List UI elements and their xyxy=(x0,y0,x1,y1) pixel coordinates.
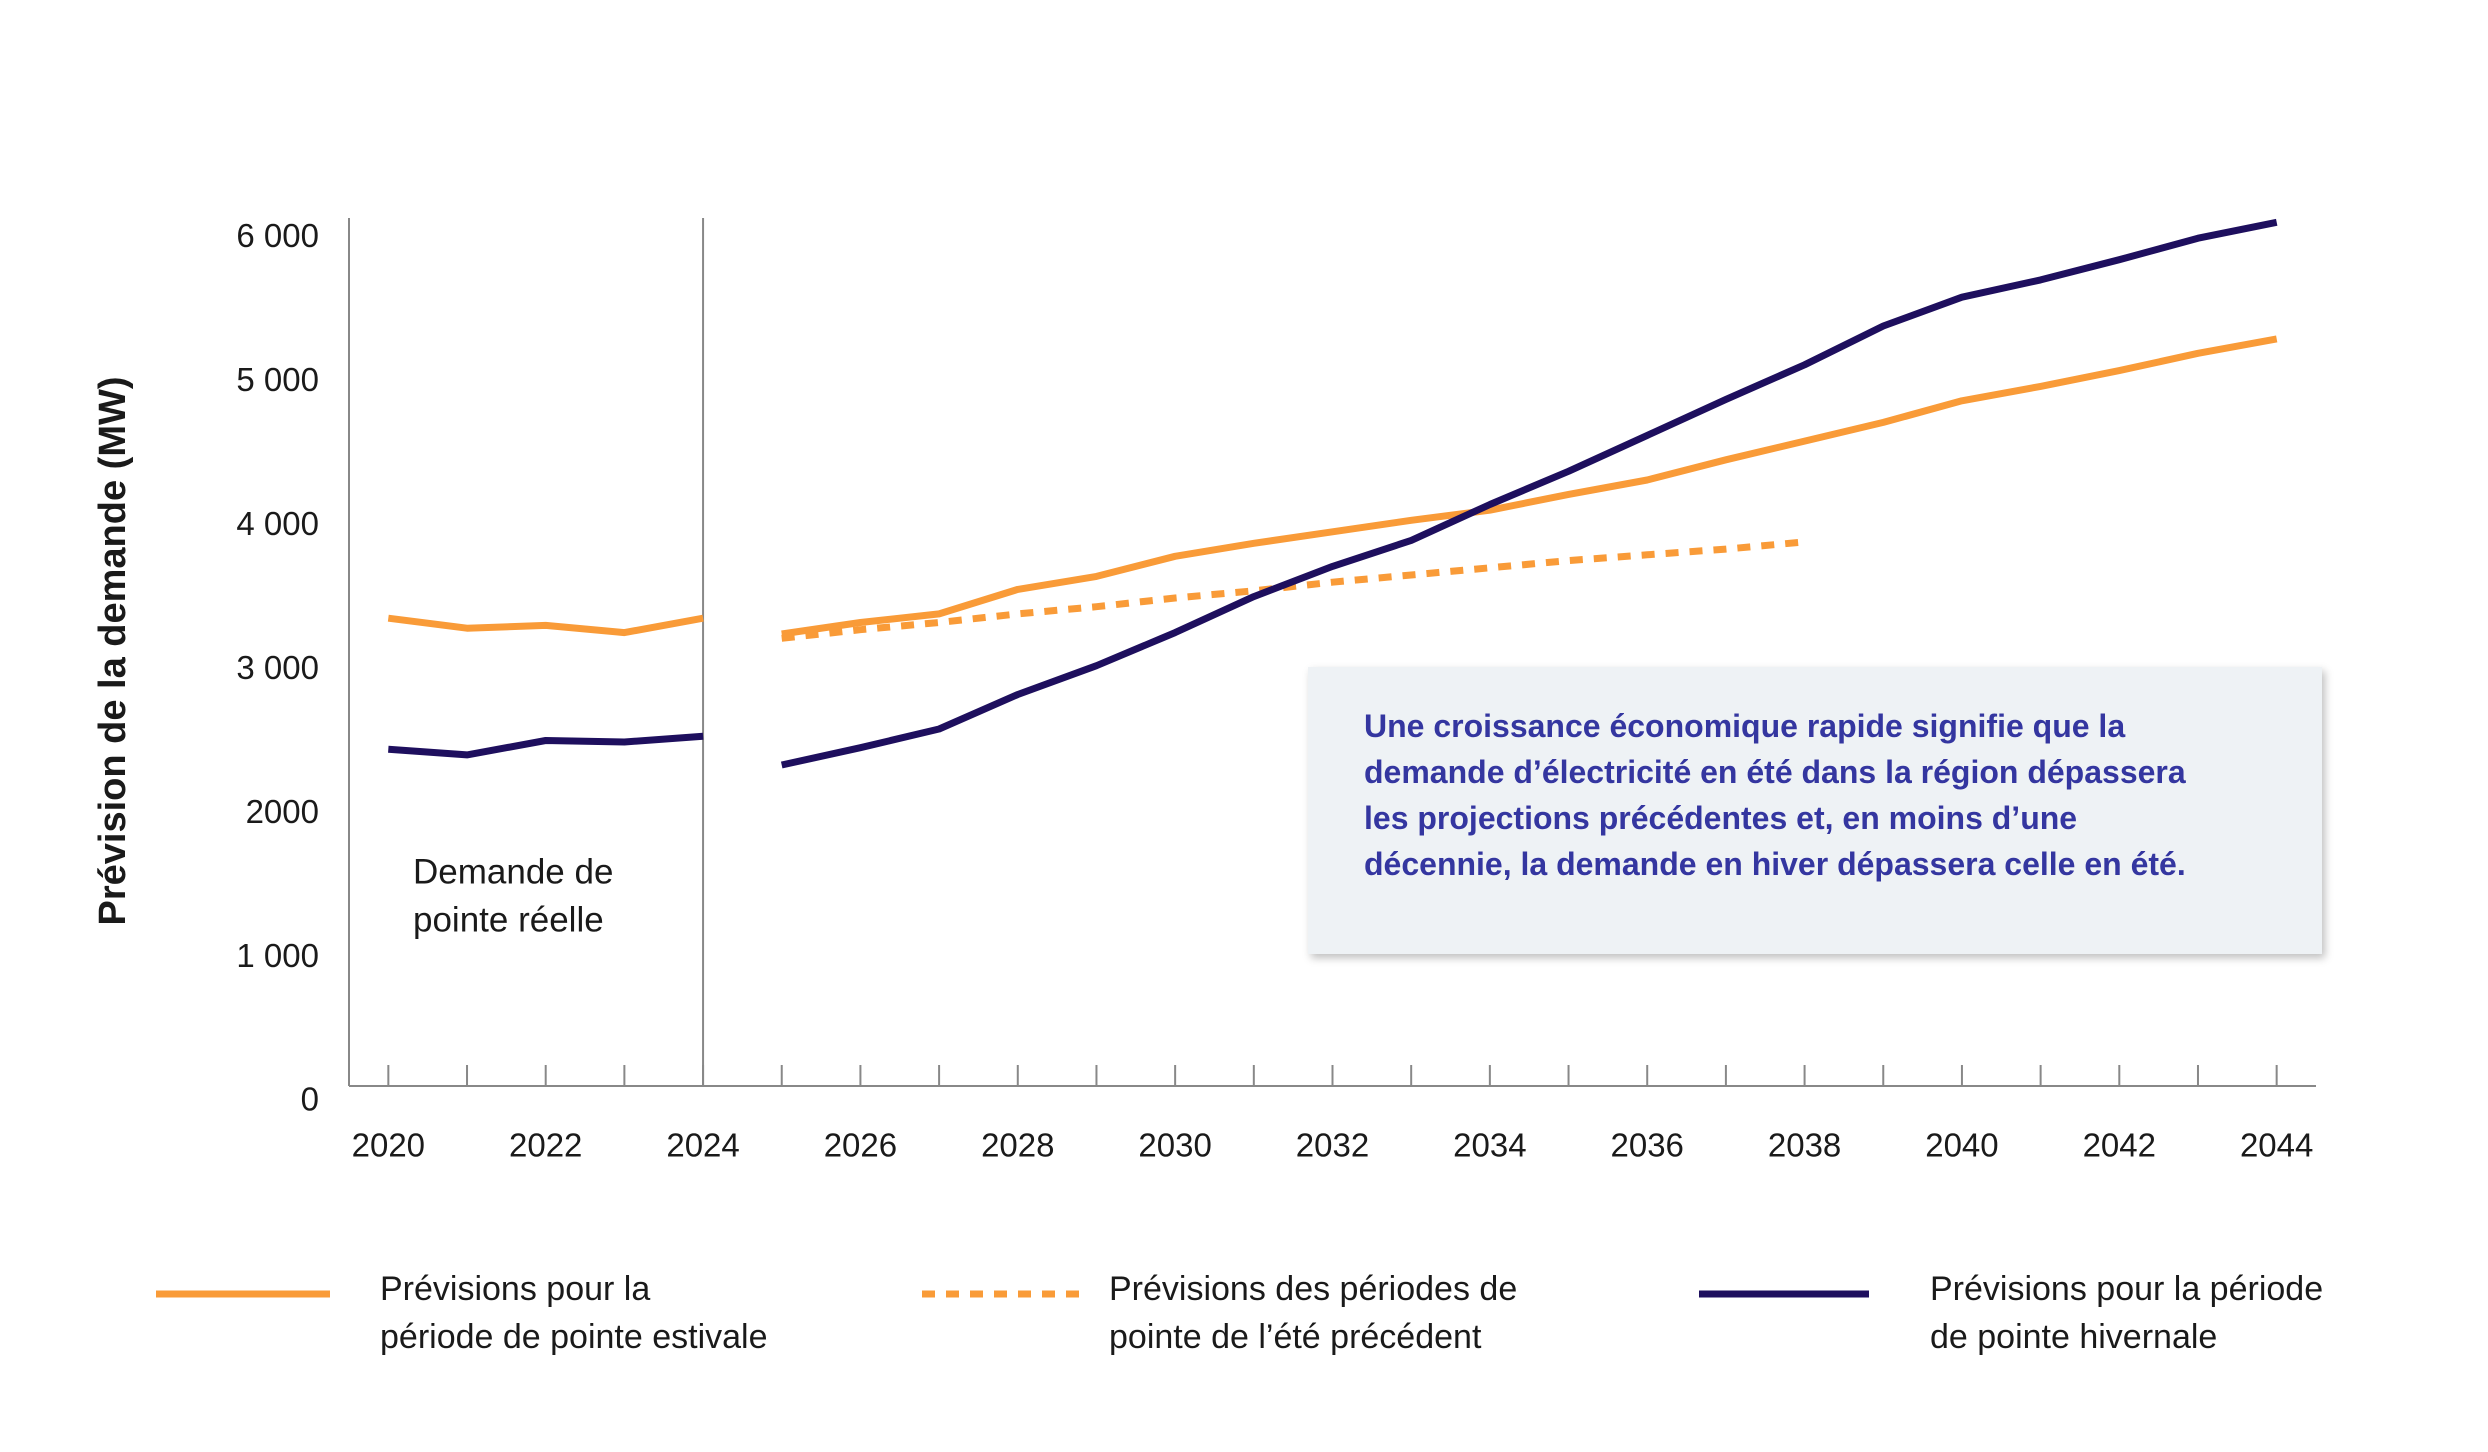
x-tick-label: 2020 xyxy=(352,1127,425,1164)
x-tick-label: 2034 xyxy=(1453,1127,1526,1164)
legend-label: pointe de l’été précédent xyxy=(1109,1318,1482,1356)
legend-label: période de pointe estivale xyxy=(380,1318,768,1356)
x-tick-label: 2030 xyxy=(1138,1127,1211,1164)
y-tick-label: 3 000 xyxy=(236,649,319,686)
x-tick-label: 2028 xyxy=(981,1127,1054,1164)
y-tick-label: 6 000 xyxy=(236,217,319,254)
callout-line: demande d’électricité en été dans la rég… xyxy=(1364,754,2186,790)
callout: Une croissance économique rapide signifi… xyxy=(1308,667,2322,954)
series-line xyxy=(387,614,704,637)
legend-label: Prévisions des périodes de xyxy=(1109,1270,1517,1308)
y-tick-label: 0 xyxy=(301,1081,319,1118)
legend-label: de pointe hivernale xyxy=(1930,1318,2217,1356)
series-line xyxy=(780,218,2278,769)
x-tick-label: 2038 xyxy=(1768,1127,1841,1164)
x-tick-label: 2036 xyxy=(1611,1127,1684,1164)
x-tick-label: 2032 xyxy=(1296,1127,1369,1164)
x-tick-label: 2042 xyxy=(2083,1127,2156,1164)
x-tick-label: 2044 xyxy=(2240,1127,2313,1164)
series-line xyxy=(388,732,704,759)
x-tick-label: 2024 xyxy=(666,1127,739,1164)
series-line xyxy=(781,538,1805,642)
series-line xyxy=(781,335,2278,638)
callout-line: décennie, la demande en hiver dépassera … xyxy=(1364,846,2186,882)
callout-line: Une croissance économique rapide signifi… xyxy=(1364,708,2126,744)
y-tick-label: 1 000 xyxy=(236,937,319,974)
y-tick-label: 5 000 xyxy=(236,361,319,398)
legend-label: Prévisions pour la xyxy=(380,1270,650,1308)
x-tick-label: 2040 xyxy=(1925,1127,1998,1164)
callout-line: les projections précédentes et, en moins… xyxy=(1364,800,2078,836)
y-axis-title: Prévision de la demande (MW) xyxy=(92,377,134,926)
y-tick-label: 4 000 xyxy=(236,505,319,542)
divider-label: pointe réelle xyxy=(413,900,604,939)
y-tick-label: 2000 xyxy=(246,793,319,830)
x-tick-label: 2026 xyxy=(824,1127,897,1164)
divider-label: Demande de xyxy=(413,852,613,891)
legend-label: Prévisions pour la période xyxy=(1930,1270,2323,1308)
x-tick-label: 2022 xyxy=(509,1127,582,1164)
